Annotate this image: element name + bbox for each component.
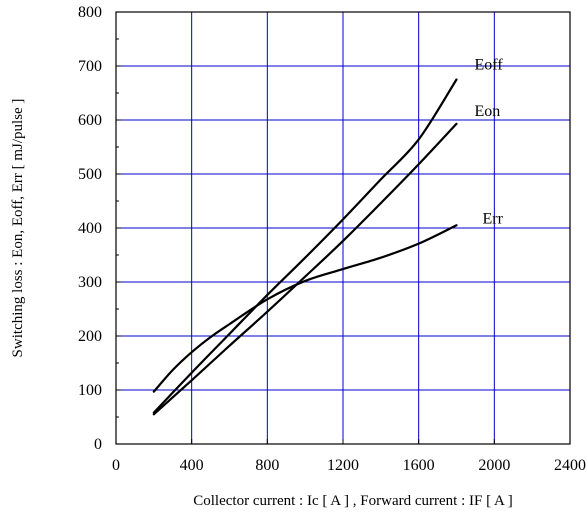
series-label-eoff: Eoff	[475, 57, 504, 74]
x-tick-label: 400	[180, 457, 204, 474]
x-tick-label: 1200	[327, 457, 359, 474]
x-axis-title: Collector current : Ic [ A ] , Forward c…	[193, 493, 513, 509]
y-tick-label: 500	[78, 166, 102, 183]
x-tick-labels: 0 400 800 1200 1600 2000 2400	[112, 457, 586, 474]
x-tick-label: 0	[112, 457, 120, 474]
y-tick-label: 400	[78, 220, 102, 237]
y-tick-label: 100	[78, 382, 102, 399]
y-tick-label: 800	[78, 4, 102, 21]
x-tick-label: 800	[255, 457, 279, 474]
series-lines	[152, 78, 458, 416]
series-label-err: Err	[483, 210, 504, 227]
series-labels: Eoff Eon Err	[475, 57, 504, 228]
series-label-eon: Eon	[475, 103, 501, 120]
axis-ticks	[115, 11, 571, 445]
series-line-eon	[152, 122, 458, 416]
series-line-err	[152, 224, 458, 393]
series-line-eoff	[152, 78, 458, 414]
y-axis-title: Switching loss : Eon, Eoff, Err [ mJ/pul…	[10, 99, 26, 358]
y-tick-label: 200	[78, 328, 102, 345]
y-tick-labels: 0 100 200 300 400 500 600 700 800	[78, 4, 102, 453]
y-tick-label: 0	[94, 436, 102, 453]
y-tick-label: 600	[78, 112, 102, 129]
y-tick-label: 700	[78, 58, 102, 75]
grid	[116, 12, 570, 444]
y-tick-label: 300	[78, 274, 102, 291]
x-tick-label: 2000	[478, 457, 510, 474]
x-tick-label: 1600	[403, 457, 435, 474]
x-tick-label: 2400	[554, 457, 586, 474]
